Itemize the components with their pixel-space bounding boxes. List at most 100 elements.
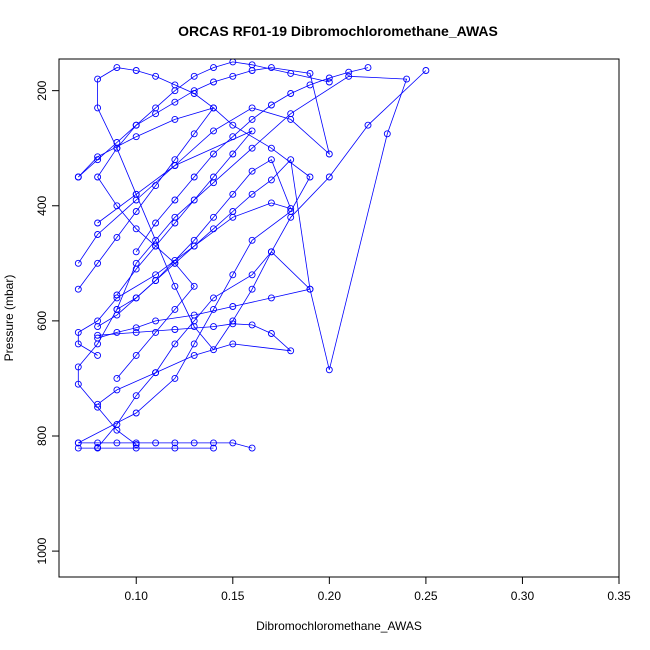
data-point	[190, 282, 198, 290]
data-point	[94, 219, 102, 227]
data-point	[171, 326, 179, 333]
data-point	[94, 231, 102, 238]
x-tick-label: 0.30	[511, 589, 535, 603]
data-point	[229, 133, 237, 141]
data-point	[152, 242, 160, 250]
data-point	[152, 182, 160, 190]
data-point	[210, 323, 217, 331]
data-point	[94, 173, 102, 181]
data-point	[248, 190, 256, 198]
data-point	[210, 150, 217, 158]
data-point	[113, 64, 121, 72]
data-point	[267, 199, 275, 207]
data-point	[403, 75, 411, 83]
data-point	[287, 205, 295, 213]
x-tick-label: 0.25	[414, 589, 438, 603]
data-point	[132, 121, 140, 129]
data-point	[248, 167, 256, 175]
series-line	[78, 442, 253, 449]
data-point	[306, 285, 314, 293]
data-point	[152, 110, 160, 118]
data-point	[132, 439, 140, 447]
data-point	[345, 68, 353, 76]
data-point	[422, 67, 430, 74]
data-point	[210, 213, 217, 221]
y-tick-label: 200	[35, 80, 49, 100]
data-point	[94, 331, 102, 339]
data-point	[229, 59, 237, 66]
data-point	[94, 444, 102, 452]
data-point	[132, 328, 140, 336]
data-point	[113, 291, 121, 299]
data-point	[132, 248, 140, 256]
data-point	[94, 104, 102, 112]
data-point	[171, 282, 179, 290]
series-line	[77, 107, 215, 290]
data-point	[267, 330, 275, 337]
data-point	[132, 294, 140, 302]
data-point	[132, 324, 140, 332]
data-point	[248, 67, 256, 74]
data-point	[113, 233, 121, 241]
data-point	[171, 196, 179, 204]
data-point	[287, 115, 295, 123]
data-point	[267, 144, 275, 152]
data-point	[152, 328, 160, 336]
data-point	[171, 439, 179, 447]
data-point	[171, 259, 179, 267]
data-point	[152, 369, 160, 377]
data-point	[306, 69, 314, 77]
x-tick-label: 0.10	[125, 589, 149, 603]
data-point	[94, 351, 102, 359]
data-point	[132, 409, 140, 417]
data-point	[74, 439, 82, 447]
data-point	[113, 374, 121, 382]
data-point	[345, 72, 353, 80]
data-point	[171, 156, 179, 164]
data-point	[132, 351, 140, 359]
data-point	[229, 150, 237, 158]
data-point	[229, 303, 237, 310]
data-point	[152, 439, 160, 447]
series-line	[77, 75, 408, 448]
series-line	[78, 67, 427, 444]
series-line	[97, 323, 292, 405]
data-point	[325, 78, 333, 86]
data-point	[229, 439, 237, 447]
data-point	[74, 173, 82, 181]
data-point	[74, 380, 82, 388]
data-point	[190, 439, 198, 447]
x-axis: 0.10 0.15 0.20 0.25 0.30 0.35	[125, 576, 631, 603]
data-point	[94, 259, 102, 267]
data-point	[248, 271, 256, 279]
data-point	[94, 153, 102, 161]
data-point	[248, 115, 256, 123]
y-tick-label: 800	[35, 426, 49, 446]
data-point	[190, 87, 198, 95]
data-point	[132, 265, 140, 273]
data-point	[229, 271, 237, 279]
y-tick-label: 1000	[35, 537, 49, 564]
data-point	[210, 127, 217, 135]
data-point	[113, 386, 121, 394]
series-line	[77, 67, 330, 264]
data-point	[306, 81, 314, 89]
data-point	[113, 426, 121, 434]
data-point	[152, 277, 160, 285]
data-point	[267, 248, 275, 256]
data-point	[113, 328, 121, 336]
data-point	[171, 219, 179, 227]
data-point	[132, 67, 140, 74]
data-point	[132, 208, 140, 215]
data-point	[248, 127, 256, 135]
data-point	[306, 173, 314, 181]
data-point	[94, 400, 102, 408]
data-point	[132, 444, 140, 452]
data-point	[210, 78, 217, 86]
data-point	[171, 305, 179, 313]
data-point	[113, 439, 121, 447]
data-point	[74, 328, 82, 336]
data-point	[152, 317, 160, 325]
data-point	[94, 439, 102, 447]
data-point	[267, 176, 275, 184]
